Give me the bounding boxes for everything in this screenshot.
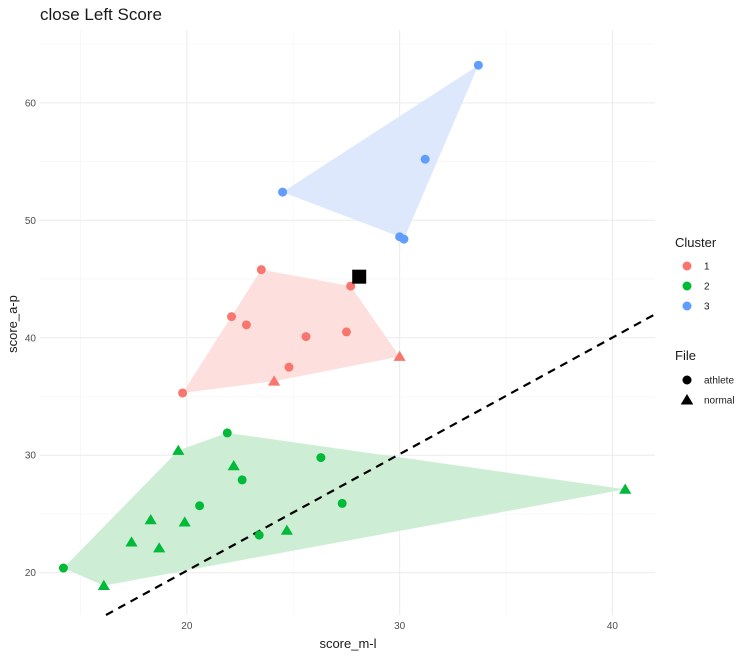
cluster-hulls [63, 65, 625, 585]
point-cluster-3-athlete [474, 61, 483, 70]
hull-cluster-1 [183, 270, 400, 393]
point-cluster-1-athlete [302, 332, 311, 341]
point-cluster-2-normal [619, 484, 631, 494]
point-cluster-2-athlete [316, 453, 325, 462]
legend-cluster-title: Cluster [675, 235, 717, 250]
x-axis-title: score_m-l [319, 636, 376, 651]
legend-cluster: Cluster 1 2 3 [675, 235, 717, 313]
legend-cluster-label: 3 [704, 302, 710, 313]
y-axis-title: score_a-p [5, 295, 20, 353]
y-tick-label: 40 [25, 333, 37, 344]
legend-file: File athlete normal [675, 348, 735, 407]
legend-cluster-2-key [683, 282, 692, 291]
point-cluster-2-athlete [338, 499, 347, 508]
highlight-marker [352, 270, 366, 284]
x-tick-label: 40 [607, 621, 619, 632]
legend-file-normal-key [681, 394, 694, 405]
legend-file-label: normal [704, 396, 735, 407]
point-cluster-2-athlete [255, 531, 264, 540]
point-cluster-2-athlete [238, 475, 247, 484]
legend-cluster-1-key [683, 262, 692, 271]
legend-file-title: File [675, 348, 696, 363]
point-cluster-1-athlete [227, 312, 236, 321]
point-cluster-2-athlete [223, 428, 232, 437]
point-cluster-2-athlete [195, 501, 204, 510]
y-tick-label: 60 [25, 98, 37, 109]
legend-cluster-label: 2 [704, 282, 710, 293]
point-cluster-2-athlete [59, 564, 68, 573]
point-cluster-1-athlete [242, 320, 251, 329]
legend-file-athlete-key [683, 376, 692, 385]
x-tick-label: 30 [394, 621, 406, 632]
point-cluster-1-athlete [178, 388, 187, 397]
legend-file-label: athlete [704, 376, 734, 387]
point-cluster-3-athlete [278, 188, 287, 197]
point-cluster-3-athlete [421, 155, 430, 164]
y-axis-ticks: 20 30 40 50 60 [25, 98, 37, 579]
point-cluster-1-athlete [284, 363, 293, 372]
y-tick-label: 30 [25, 451, 37, 462]
highlight-square-point [352, 270, 366, 284]
legend-cluster-label: 1 [704, 262, 710, 273]
x-tick-label: 20 [181, 621, 193, 632]
x-axis-ticks: 20 30 40 [181, 621, 618, 632]
hull-cluster-3 [283, 65, 479, 239]
y-tick-label: 20 [25, 568, 37, 579]
point-cluster-1-athlete [257, 265, 266, 274]
chart-title: close Left Score [40, 5, 162, 24]
point-cluster-3-athlete [399, 235, 408, 244]
y-tick-label: 50 [25, 216, 37, 227]
hull-cluster-2 [63, 433, 625, 586]
point-cluster-1-athlete [342, 327, 351, 336]
legend-cluster-3-key [683, 302, 692, 311]
